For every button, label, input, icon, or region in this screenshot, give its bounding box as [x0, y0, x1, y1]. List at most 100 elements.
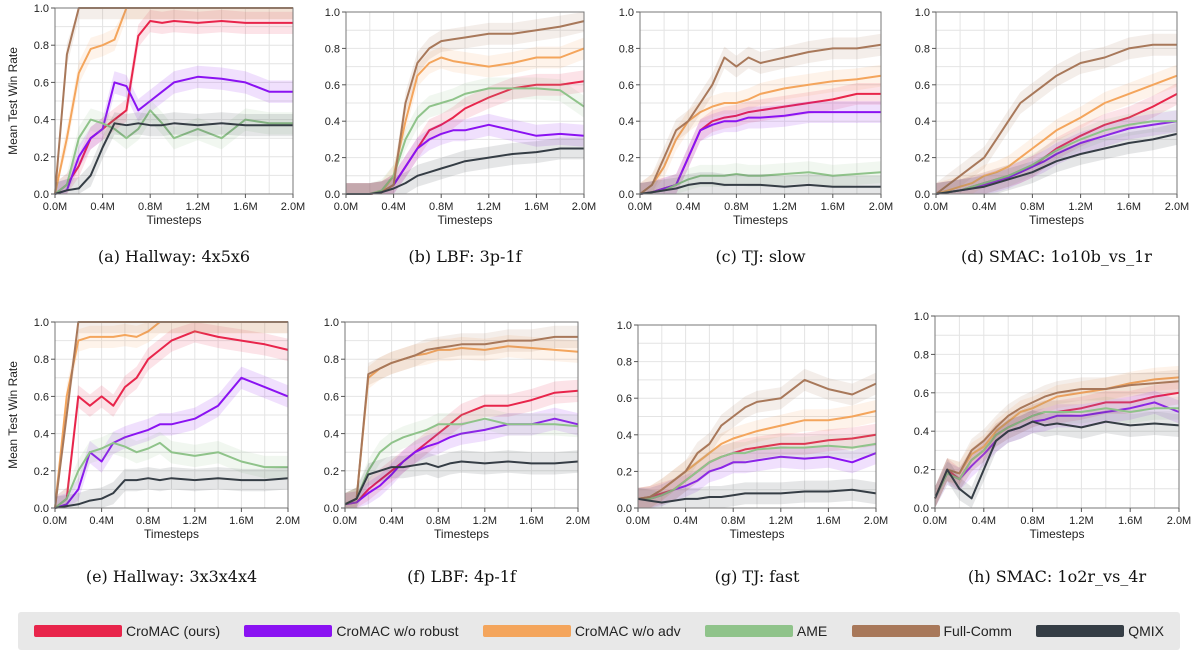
legend-item-cromac: CroMAC (ours) [34, 623, 220, 639]
chart-panel: 0.0M 0.4M 0.8M 1.2M 1.6M 2.0M 0.0 0.2 0.4 0.6 0.8 1… [325, 7, 597, 266]
y-tick-label: 0.4 [617, 430, 632, 442]
y-tick-label: 0.0 [619, 189, 634, 201]
legend: CroMAC (ours) CroMAC w/o robust CroMAC w… [18, 612, 1180, 650]
series-line [344, 335, 578, 506]
series-band [346, 77, 584, 194]
y-tick-label: 1.0 [325, 7, 340, 19]
y-tick-label: 1.0 [915, 7, 930, 19]
y-tick-label: 0.2 [619, 153, 634, 165]
panel-caption: (e) Hallway: 3x3x4x4 [86, 567, 257, 586]
y-tick-label: 0.8 [34, 354, 49, 366]
series-line [54, 122, 293, 195]
series-band [936, 33, 1177, 194]
series-band [640, 172, 881, 194]
series-band [345, 407, 578, 508]
y-tick-label: 0.2 [617, 466, 632, 478]
series-line [344, 389, 579, 506]
y-tick-label: 0.2 [34, 152, 49, 164]
legend-swatch [34, 625, 122, 637]
legend-swatch [704, 625, 793, 637]
y-tick-label: 0.6 [325, 80, 340, 92]
x-tick-label: 1.6M [816, 515, 840, 527]
y-tick-label: 0.2 [34, 466, 49, 478]
x-tick-label: 1.6M [1118, 515, 1142, 527]
series-band [638, 400, 876, 508]
y-tick-label: 0.4 [914, 426, 929, 438]
x-tick-label: 2.0M [572, 201, 596, 213]
x-tick-label: 0.4M [673, 515, 697, 527]
y-tick-label: 0.4 [34, 115, 49, 127]
series-line [638, 442, 877, 500]
legend-label: QMIX [1128, 623, 1164, 639]
series-line [637, 488, 877, 504]
y-tick-label: 0.0 [34, 189, 49, 201]
y-tick-label: 0.6 [915, 80, 930, 92]
series-line [934, 380, 1180, 499]
y-tick-label: 0.8 [325, 43, 340, 55]
series-band [936, 123, 1177, 194]
x-tick-label: 0.8M [721, 515, 745, 527]
series-band [640, 33, 881, 194]
x-tick-label: 1.2M [1068, 201, 1092, 213]
x-tick-label: 1.2M [183, 515, 207, 527]
legend-item-ame: AME [704, 623, 827, 639]
x-tick-label: 2.0M [869, 201, 893, 213]
series-line [54, 477, 289, 509]
x-tick-label: 1.6M [519, 515, 543, 527]
y-tick-label: 1.0 [617, 320, 632, 332]
y-tick-label: 0.4 [619, 116, 634, 128]
series-line [54, 20, 293, 195]
series-band [345, 325, 578, 508]
x-tick-label: 0.0M [628, 201, 652, 213]
y-tick-label: 0.2 [324, 466, 339, 478]
y-axis-label: Mean Test Win Rate [6, 47, 20, 155]
panel-caption: (h) SMAC: 1o2r_vs_4r [968, 567, 1147, 586]
series-line [54, 75, 293, 195]
x-tick-label: 0.4M [89, 515, 113, 527]
y-tick-label: 0.2 [915, 153, 930, 165]
x-tick-label: 1.2M [1069, 515, 1093, 527]
x-axis-label: Timesteps [733, 213, 788, 227]
series-line [344, 417, 579, 506]
series-line [54, 330, 289, 509]
y-tick-label: 0.8 [324, 354, 339, 366]
series-line [346, 147, 584, 195]
legend-swatch [851, 625, 940, 637]
y-tick-label: 0.0 [617, 503, 632, 515]
series-band [346, 12, 584, 194]
series-line [935, 74, 1178, 195]
series-band [345, 335, 578, 508]
panel-caption: (g) TJ: fast [715, 567, 800, 586]
panel-caption: (a) Hallway: 4x5x6 [98, 247, 250, 266]
x-tick-label: 0.8M [138, 201, 162, 213]
x-tick-label: 0.8M [724, 201, 748, 213]
series-band [935, 390, 1179, 508]
series-band [640, 101, 881, 194]
x-tick-label: 2.0M [276, 515, 300, 527]
y-tick-label: 0.8 [914, 349, 929, 361]
series-line [54, 376, 289, 509]
legend-swatch [244, 625, 333, 637]
series-band [55, 366, 288, 508]
series-band [55, 9, 293, 195]
x-tick-label: 1.2M [769, 515, 793, 527]
x-tick-label: 0.4M [676, 201, 700, 213]
panel-caption: (c) TJ: slow [715, 247, 805, 266]
series-band [640, 161, 881, 194]
chart-panel: 0.0M 0.4M 0.8M 1.2M 1.6M 2.0M 0.0 0.2 0.4 0.6 0.8 1… [324, 317, 591, 586]
y-tick-label: 1.0 [619, 7, 634, 19]
chart-panel: 0.0M 0.4M 0.8M 1.2M 1.6M 2.0M 0.0 0.2 0.4 0.6 0.8 1… [6, 317, 300, 586]
series-band [55, 431, 288, 508]
y-tick-label: 0.4 [34, 429, 49, 441]
x-tick-label: 0.0M [334, 201, 358, 213]
plot-frame [637, 324, 877, 509]
x-axis-label: Timesteps [147, 213, 202, 227]
series-line [935, 132, 1178, 195]
plot-frame [344, 321, 579, 509]
y-tick-label: 0.2 [914, 465, 929, 477]
series-band [55, 112, 293, 194]
series-band [638, 368, 876, 508]
x-tick-label: 1.6M [821, 201, 845, 213]
panel-caption: (f) LBF: 4p-1f [407, 567, 517, 586]
plot-frame [54, 321, 289, 509]
